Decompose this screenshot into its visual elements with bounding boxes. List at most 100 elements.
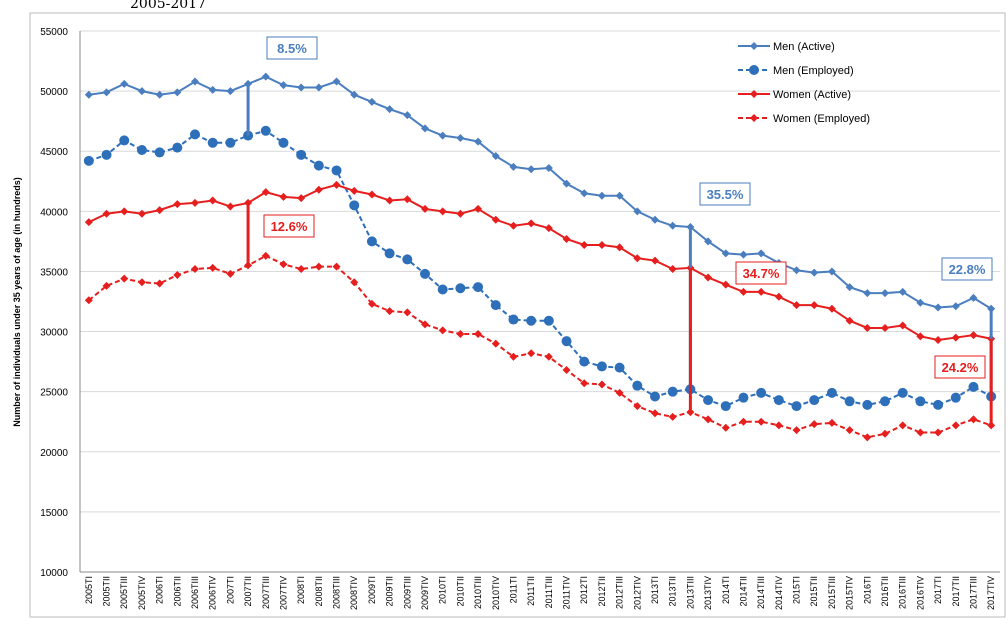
x-tick-label: 2017TI [933, 576, 943, 604]
x-tick-label: 2005TII [102, 576, 112, 607]
data-point [403, 111, 412, 120]
data-point [332, 262, 341, 271]
data-point [844, 396, 855, 407]
x-tick-label: 2011TI [508, 576, 518, 603]
data-point [314, 185, 323, 194]
data-point [297, 194, 306, 203]
data-point [438, 326, 447, 335]
x-tick-label: 2014TI [721, 576, 731, 604]
data-point [191, 198, 199, 207]
y-tick-label: 10000 [40, 568, 68, 579]
x-tick-label: 2013TII [668, 576, 678, 607]
x-tick-label: 2013TIII [685, 576, 695, 609]
data-point [527, 349, 536, 358]
data-point [580, 240, 589, 249]
data-point [226, 269, 235, 278]
data-point [934, 303, 943, 312]
data-point [810, 268, 819, 277]
data-point [367, 190, 376, 199]
data-point [491, 215, 500, 224]
x-tick-label: 2015TII [809, 576, 819, 607]
x-tick-label: 2006TII [172, 576, 182, 607]
data-point [207, 137, 218, 148]
y-tick-label: 50000 [40, 87, 68, 98]
data-point [845, 426, 854, 435]
data-point [509, 352, 518, 361]
x-tick-label: 2007TIV [278, 576, 288, 610]
data-point [474, 204, 483, 213]
data-point [881, 323, 889, 332]
data-point [297, 265, 306, 274]
data-point [827, 304, 836, 313]
data-point [580, 189, 589, 198]
data-point [173, 200, 182, 209]
data-point [154, 147, 165, 158]
annotation-box [699, 182, 751, 206]
data-point [562, 179, 571, 188]
data-point [136, 145, 147, 156]
data-point [792, 426, 801, 435]
x-tick-label: 2016TII [880, 576, 890, 607]
data-point [403, 308, 412, 317]
data-point [704, 237, 713, 246]
chart-frame [29, 12, 1006, 618]
x-tick-label: 2015TIII [827, 576, 837, 609]
data-point [827, 267, 836, 276]
data-point [615, 243, 624, 252]
annotation-label: 8.5% [277, 41, 307, 56]
x-tick-label: 2009TIV [420, 576, 430, 610]
data-point [739, 417, 748, 426]
data-point [632, 380, 643, 391]
data-point [791, 401, 802, 412]
annotation-label: 12.6% [271, 219, 308, 234]
x-tick-label: 2011TIII [544, 576, 554, 608]
data-point [260, 125, 271, 136]
x-tick-label: 2010TIII [473, 576, 483, 609]
data-point [155, 279, 164, 288]
data-point [366, 236, 377, 247]
legend-marker [750, 42, 758, 50]
data-point [261, 251, 270, 260]
x-tick-label: 2007TII [243, 576, 253, 607]
annotation-label: 35.5% [707, 187, 744, 202]
data-point [898, 421, 907, 430]
x-tick-label: 2015TIV [845, 576, 855, 610]
x-tick-label: 2016TIV [915, 576, 925, 610]
data-point [120, 207, 129, 216]
annotation-box [266, 36, 318, 60]
data-point [101, 149, 112, 160]
x-tick-label: 2017TIV [986, 576, 996, 610]
data-point [951, 333, 960, 342]
data-point [580, 379, 589, 388]
data-point [757, 417, 766, 426]
x-tick-label: 2010TIV [491, 576, 501, 610]
data-point [526, 315, 537, 326]
y-tick-label: 20000 [40, 448, 68, 459]
data-point [562, 234, 571, 243]
x-tick-label: 2009TIII [402, 576, 412, 609]
data-point [350, 278, 359, 287]
data-point [633, 254, 642, 263]
x-tick-label: 2008TIII [332, 576, 342, 609]
data-point [456, 329, 465, 338]
data-point [881, 289, 889, 298]
data-point [137, 87, 146, 96]
data-point [102, 88, 111, 97]
data-point [668, 221, 677, 230]
data-point [969, 415, 978, 424]
data-point [261, 72, 270, 81]
y-tick-label: 45000 [40, 147, 68, 158]
data-point [579, 356, 590, 367]
data-point [544, 224, 553, 233]
data-point [120, 274, 129, 283]
x-tick-label: 2007TIII [261, 576, 271, 609]
data-point [350, 90, 359, 99]
data-point [862, 399, 873, 410]
legend-marker [749, 65, 759, 75]
x-tick-label: 2012TI [579, 576, 589, 604]
data-point [84, 90, 93, 99]
data-point [137, 278, 146, 287]
x-tick-label: 2012TIV [632, 576, 642, 610]
data-point [792, 301, 801, 310]
x-tick-label: 2015TI [792, 576, 802, 604]
